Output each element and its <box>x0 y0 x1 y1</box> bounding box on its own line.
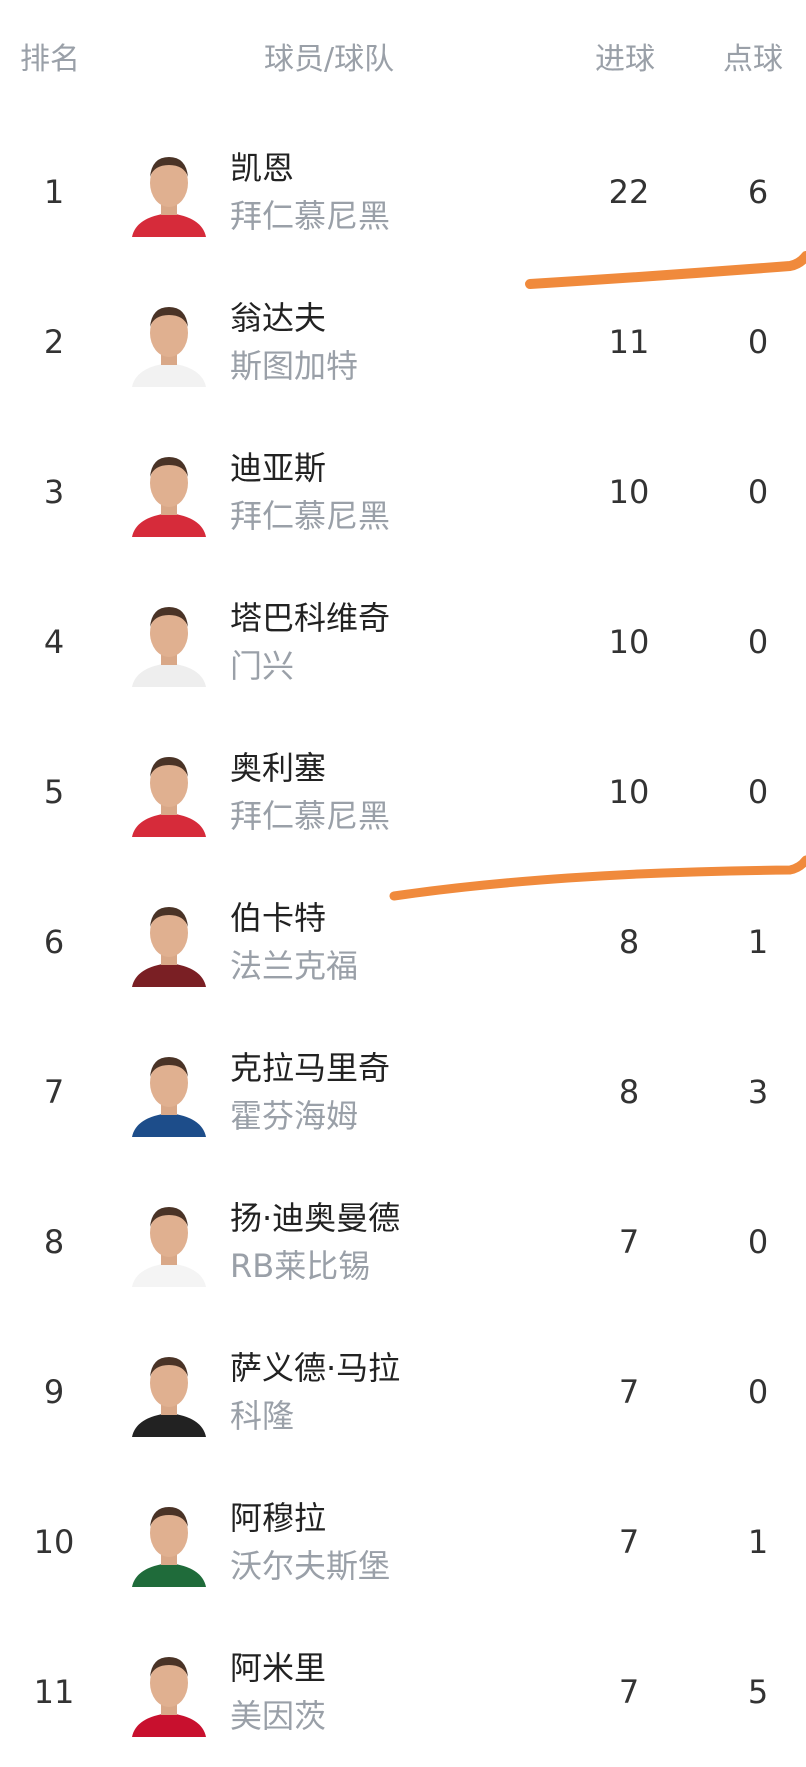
player-name[interactable]: 翁达夫 <box>230 299 327 337</box>
penalties-value: 0 <box>747 773 769 811</box>
goals-value: 10 <box>608 623 650 661</box>
table-row[interactable]: 11 阿米里美因茨 7 5 <box>0 1617 806 1767</box>
penalties-value: 1 <box>747 923 769 961</box>
table-row[interactable]: 2 翁达夫斯图加特 11 0 <box>0 267 806 417</box>
player-avatar <box>124 1497 214 1587</box>
table-row[interactable]: 3 迪亚斯拜仁慕尼黑 10 0 <box>0 417 806 567</box>
player-name[interactable]: 克拉马里奇 <box>230 1049 391 1087</box>
penalties-value: 3 <box>747 1073 769 1111</box>
penalties-value: 5 <box>747 1673 769 1711</box>
player-name[interactable]: 凯恩 <box>230 149 295 187</box>
team-name[interactable]: 拜仁慕尼黑 <box>230 497 391 535</box>
player-avatar <box>124 447 214 537</box>
team-name[interactable]: 拜仁慕尼黑 <box>230 197 391 235</box>
rank: 9 <box>43 1373 65 1411</box>
goals-value: 7 <box>618 1223 640 1261</box>
player-name[interactable]: 阿穆拉 <box>230 1499 327 1537</box>
goals-value: 7 <box>618 1373 640 1411</box>
table-row[interactable]: 7 克拉马里奇霍芬海姆 8 3 <box>0 1017 806 1167</box>
rank: 7 <box>43 1073 65 1111</box>
player-name[interactable]: 奥利塞 <box>230 749 327 787</box>
rank: 3 <box>43 473 65 511</box>
team-name[interactable]: 拜仁慕尼黑 <box>230 797 391 835</box>
header-rank: 排名 <box>20 42 80 77</box>
player-name[interactable]: 伯卡特 <box>230 899 327 937</box>
header-penalties: 点球 <box>723 42 783 77</box>
penalties-value: 0 <box>747 623 769 661</box>
team-name[interactable]: 科隆 <box>230 1397 295 1435</box>
rank: 1 <box>43 173 65 211</box>
rank: 8 <box>43 1223 65 1261</box>
penalties-value: 1 <box>747 1523 769 1561</box>
table-row[interactable]: 1 凯恩拜仁慕尼黑 22 6 <box>0 117 806 267</box>
goals-value: 7 <box>618 1523 640 1561</box>
player-name[interactable]: 迪亚斯 <box>230 449 327 487</box>
team-name[interactable]: 斯图加特 <box>230 347 359 385</box>
penalties-value: 0 <box>747 1223 769 1261</box>
penalties-value: 6 <box>747 173 769 211</box>
player-avatar <box>124 147 214 237</box>
player-avatar <box>124 297 214 387</box>
team-name[interactable]: RB莱比锡 <box>230 1247 371 1285</box>
player-avatar <box>124 1047 214 1137</box>
table-row[interactable]: 9 萨义德·马拉 科隆 7 0 <box>0 1317 806 1467</box>
rank: 4 <box>43 623 65 661</box>
table-row[interactable]: 4 塔巴科维奇门兴 10 0 <box>0 567 806 717</box>
team-name[interactable]: 法兰克福 <box>230 947 359 985</box>
player-name[interactable]: 阿米里 <box>230 1649 327 1687</box>
goals-value: 10 <box>608 473 650 511</box>
goals-value: 8 <box>618 1073 640 1111</box>
rank: 11 <box>33 1673 75 1711</box>
table-row[interactable]: 10 阿穆拉沃尔夫斯堡 7 1 <box>0 1467 806 1617</box>
goals-value: 8 <box>618 923 640 961</box>
player-avatar <box>124 1197 214 1287</box>
player-name[interactable]: 萨义德·马拉 <box>230 1349 401 1387</box>
header-player-team: 球员/球队 <box>264 42 395 77</box>
player-name[interactable]: 塔巴科维奇 <box>230 599 391 637</box>
rank: 5 <box>43 773 65 811</box>
goals-value: 22 <box>608 173 650 211</box>
table-row[interactable]: 5 奥利塞拜仁慕尼黑 10 0 <box>0 717 806 867</box>
player-avatar <box>124 747 214 837</box>
table-row[interactable]: 8 扬·迪奥曼德 RB莱比锡 7 0 <box>0 1167 806 1317</box>
rank: 2 <box>43 323 65 361</box>
header-goals: 进球 <box>595 42 655 77</box>
team-name[interactable]: 门兴 <box>230 647 295 685</box>
player-avatar <box>124 597 214 687</box>
penalties-value: 0 <box>747 473 769 511</box>
goals-value: 10 <box>608 773 650 811</box>
player-avatar <box>124 1347 214 1437</box>
player-avatar <box>124 1647 214 1737</box>
team-name[interactable]: 美因茨 <box>230 1697 327 1735</box>
goals-value: 11 <box>608 323 650 361</box>
team-name[interactable]: 沃尔夫斯堡 <box>230 1547 391 1585</box>
table-row[interactable]: 6 伯卡特法兰克福 8 1 <box>0 867 806 1017</box>
team-name[interactable]: 霍芬海姆 <box>230 1097 359 1135</box>
goals-value: 7 <box>618 1673 640 1711</box>
penalties-value: 0 <box>747 1373 769 1411</box>
player-avatar <box>124 897 214 987</box>
rank: 10 <box>33 1523 75 1561</box>
rank: 6 <box>43 923 65 961</box>
player-name[interactable]: 扬·迪奥曼德 <box>230 1199 401 1237</box>
penalties-value: 0 <box>747 323 769 361</box>
